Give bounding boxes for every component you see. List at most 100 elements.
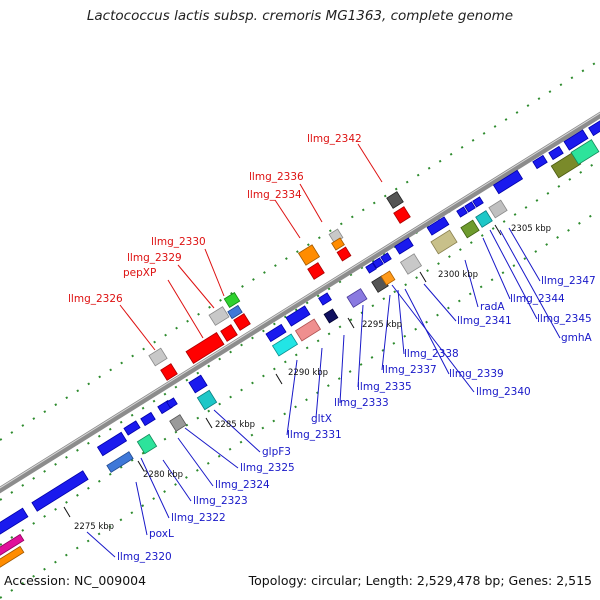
gene-block: [492, 169, 524, 195]
gene-label: llmg_2322: [171, 512, 226, 524]
gene-block: [475, 210, 493, 228]
label-connector: [286, 359, 298, 436]
gene-label: llmg_2345: [537, 313, 592, 325]
gene-block: [532, 154, 548, 170]
label-connector: [162, 459, 192, 502]
label-connector: [299, 183, 323, 223]
gene-block: [372, 257, 384, 269]
gene-block: [136, 433, 158, 455]
scale-label: 2305 kbp: [511, 224, 551, 234]
scale-label: 2290 kbp: [288, 368, 328, 378]
genome-backbone: [0, 111, 600, 494]
topology-summary: Topology: circular; Length: 2,529,478 bp…: [248, 573, 592, 588]
gene-label: llmg_2323: [193, 495, 248, 507]
gene-block: [318, 292, 332, 306]
gene-label: llmg_2338: [404, 348, 459, 360]
label-connector: [508, 227, 541, 282]
gene-block: [307, 262, 325, 280]
scale-label: 2275 kbp: [74, 522, 114, 532]
gene-block: [331, 237, 345, 251]
gene-block: [456, 206, 468, 218]
gene-block: [166, 397, 178, 409]
gene-block: [106, 451, 134, 473]
gene-block: [464, 201, 476, 213]
gene-block: [472, 196, 484, 208]
label-connector: [86, 531, 116, 558]
label-connector: [357, 143, 383, 183]
gene-block: [169, 414, 187, 432]
gene-block: [233, 313, 251, 331]
gene-block: [386, 191, 404, 209]
gene-block: [460, 219, 480, 239]
gene-block: [548, 145, 564, 161]
gene-label: llmg_2342: [307, 133, 362, 145]
gene-label: llmg_2331: [287, 429, 342, 441]
gene-label: llmg_2333: [334, 397, 389, 409]
gene-block: [160, 363, 178, 381]
gene-label: llmg_2347: [541, 275, 596, 287]
label-connector: [119, 304, 156, 351]
gene-block: [399, 253, 423, 275]
gene-block: [323, 308, 339, 324]
accession-text: Accession: NC_009004: [4, 573, 147, 588]
gene-block: [297, 244, 321, 266]
gene-label: llmg_2336: [249, 171, 304, 183]
label-connector: [140, 457, 170, 519]
gene-block: [393, 206, 411, 224]
gene-block: [208, 306, 230, 326]
gene-block: [380, 252, 392, 264]
gene-block: [96, 431, 128, 457]
gene-label: llmg_2339: [449, 368, 504, 380]
label-connectors: [86, 143, 561, 558]
gene-label: llmg_2344: [510, 293, 565, 305]
label-connector: [177, 264, 215, 309]
gene-block: [123, 420, 141, 436]
gene-block: [336, 246, 352, 262]
gene-label: llmg_2340: [476, 386, 531, 398]
gene-label: llmg_2324: [215, 479, 270, 491]
reverse-strand-labels: llmg_2326 pepXP llmg_2329 llmg_2330 llmg…: [68, 133, 362, 305]
gene-label: llmg_2335: [357, 381, 412, 393]
gene-block: [294, 318, 322, 342]
gene-block: [430, 229, 458, 255]
gene-label: llmg_2337: [382, 364, 437, 376]
gene-block: [0, 545, 25, 575]
gene-label: llmg_2341: [457, 315, 512, 327]
label-connector: [464, 259, 479, 308]
gene-label: llmg_2330: [151, 236, 206, 248]
gene-block: [570, 139, 600, 165]
gene-block: [188, 374, 208, 394]
label-connector: [482, 237, 511, 300]
gene-label: gltX: [311, 413, 332, 425]
gene-block: [140, 411, 156, 427]
gene-block: [271, 333, 299, 357]
dotted-guide-lines: [0, 59, 600, 599]
gene-label: llmg_2326: [68, 293, 123, 305]
label-connector: [339, 334, 345, 404]
gene-block: [196, 389, 218, 411]
label-connector: [423, 283, 457, 322]
label-connector: [397, 289, 405, 355]
gene-block: [220, 324, 238, 342]
label-connector: [489, 229, 538, 320]
scale-label: 2295 kbp: [362, 320, 402, 330]
scale-ticks: [63, 224, 502, 518]
gene-block: [265, 323, 287, 343]
gene-label: radA: [480, 301, 505, 313]
scale-label: 2300 kbp: [438, 270, 478, 280]
label-connector: [135, 481, 148, 536]
label-connector: [177, 437, 214, 487]
gene-block: [488, 199, 508, 219]
label-connector: [499, 229, 561, 339]
gene-block: [394, 237, 414, 255]
gene-label: glpF3: [262, 446, 291, 458]
label-connector: [381, 294, 391, 371]
gene-label: llmg_2334: [247, 189, 302, 201]
gene-block: [588, 119, 600, 137]
gene-block: [185, 331, 225, 365]
label-connector: [391, 284, 475, 393]
gene-label: pepXP: [123, 267, 156, 279]
gene-block: [380, 270, 396, 286]
scale-label: 2280 kbp: [143, 470, 183, 480]
